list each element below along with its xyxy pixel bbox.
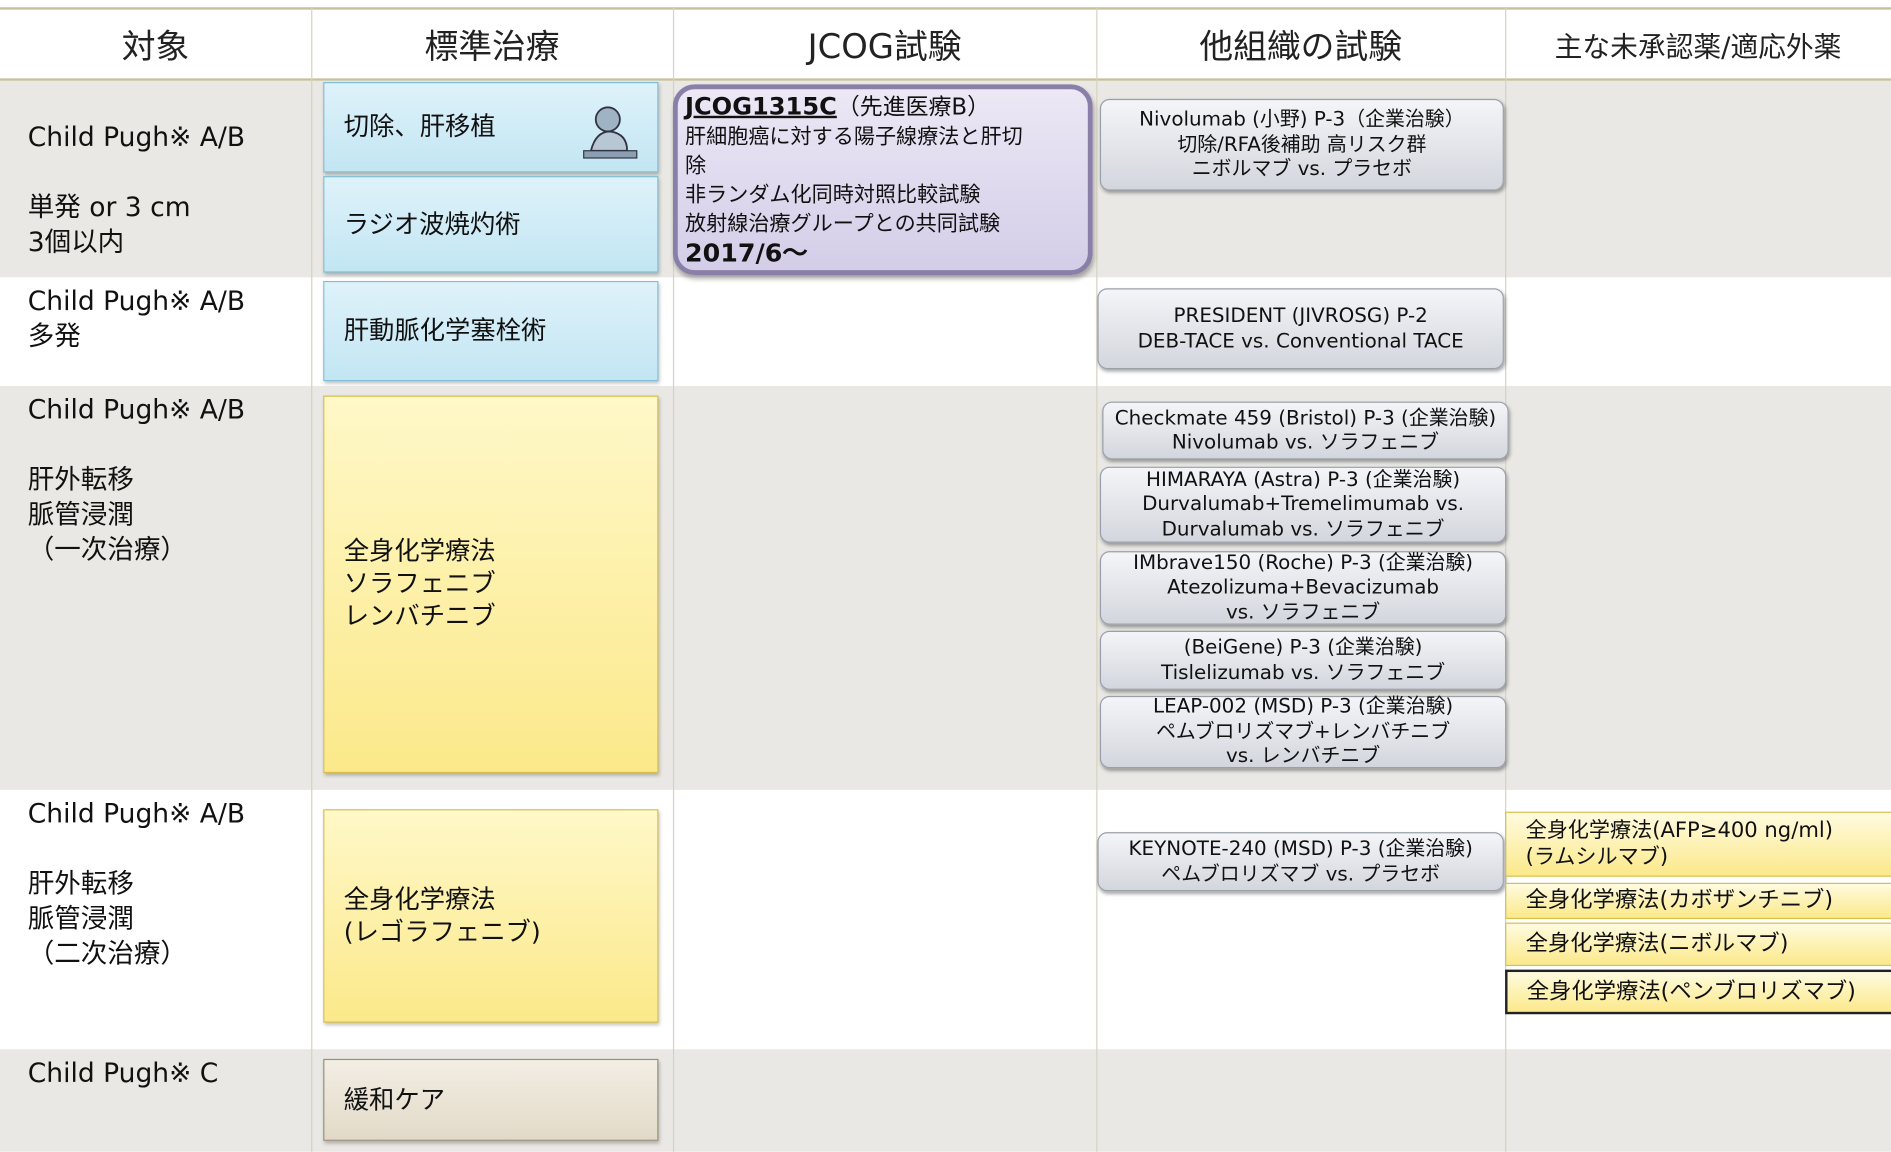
trial-note: （先進医療B） [836, 94, 991, 121]
unapproved-drug: 全身化学療法(カボザンチニブ) [1505, 882, 1891, 919]
trial-box: KEYNOTE-240 (MSD) P-3 (企業治験) ペムブロリズマブ vs… [1097, 832, 1504, 892]
trial-box: LEAP-002 (MSD) P-3 (企業治験) ペムブロリズマブ+レンバチニ… [1099, 695, 1507, 769]
standard-treatment: ラジオ波焼灼術 [323, 176, 659, 273]
trial-box: HIMARAYA (Astra) P-3 (企業治験) Durvalumab+T… [1099, 466, 1507, 543]
unapproved-drug: 全身化学療法(ニボルマブ) [1505, 922, 1891, 967]
target-text: Child Pugh※ C [27, 1058, 219, 1090]
row-band [0, 1049, 1891, 1152]
target-text: Child Pugh※ A/B 多発 [27, 287, 246, 353]
column-divider [672, 7, 675, 1152]
header-rule [0, 78, 1891, 81]
surgeon-icon [583, 106, 638, 159]
standard-treatment: 全身化学療法 ソラフェニブ レンバチニブ [323, 395, 659, 774]
target-text: 単発 or 3 cm 3個以内 [27, 192, 191, 259]
column-divider [311, 7, 313, 1152]
target-text: 肝外転移 脈管浸潤 （二次治療） [27, 869, 187, 970]
standard-treatment: 全身化学療法 (レゴラフェニブ) [323, 809, 659, 1023]
trial-box: (BeiGene) P-3 (企業治験) Tislelizumab vs. ソラ… [1099, 630, 1507, 690]
column-header: 他組織の試験 [1199, 25, 1402, 66]
row-band [0, 277, 1891, 386]
standard-treatment: 緩和ケア [323, 1058, 659, 1141]
column-header: JCOG試験 [807, 25, 962, 66]
unapproved-drug: 全身化学療法(AFP≥400 ng/ml) (ラムシルマブ) [1505, 811, 1891, 877]
column-divider [1096, 7, 1098, 1152]
row-band [0, 385, 1891, 790]
trial-date: 2017/6〜 [685, 238, 808, 268]
column-header: 主な未承認薬/適応外薬 [1554, 31, 1842, 64]
target-text: Child Pugh※ A/B [27, 395, 246, 426]
trial-box: Nivolumab (小野) P-3（企業治験） 切除/RFA後補助 高リスク群… [1099, 98, 1504, 191]
trial-box: Checkmate 459 (Bristol) P-3 (企業治験) Nivol… [1102, 401, 1509, 460]
trial-id: JCOG1315C [685, 91, 837, 121]
trial-box: PRESIDENT (JIVROSG) P-2 DEB-TACE vs. Con… [1097, 288, 1504, 370]
target-text: Child Pugh※ A/B [27, 123, 246, 154]
trial-body: 肝細胞癌に対する陽子線療法と肝切 除 非ランダム化同時対照比較試験 放射線治療グ… [685, 125, 1023, 237]
column-header: 対象 [121, 25, 190, 66]
unapproved-drug: 全身化学療法(ペンブロリズマブ) [1505, 969, 1891, 1015]
target-text: 肝外転移 脈管浸潤 （一次治療） [27, 465, 187, 566]
trial-box: IMbrave150 (Roche) P-3 (企業治験) Atezolizum… [1099, 551, 1507, 625]
jcog-trial: JCOG1315C（先進医療B） 肝細胞癌に対する陽子線療法と肝切 除 非ランダム… [672, 84, 1093, 275]
target-text: Child Pugh※ A/B [27, 799, 246, 830]
standard-treatment: 肝動脈化学塞栓術 [323, 280, 659, 382]
column-header: 標準治療 [424, 25, 560, 66]
top-rule [0, 7, 1891, 10]
